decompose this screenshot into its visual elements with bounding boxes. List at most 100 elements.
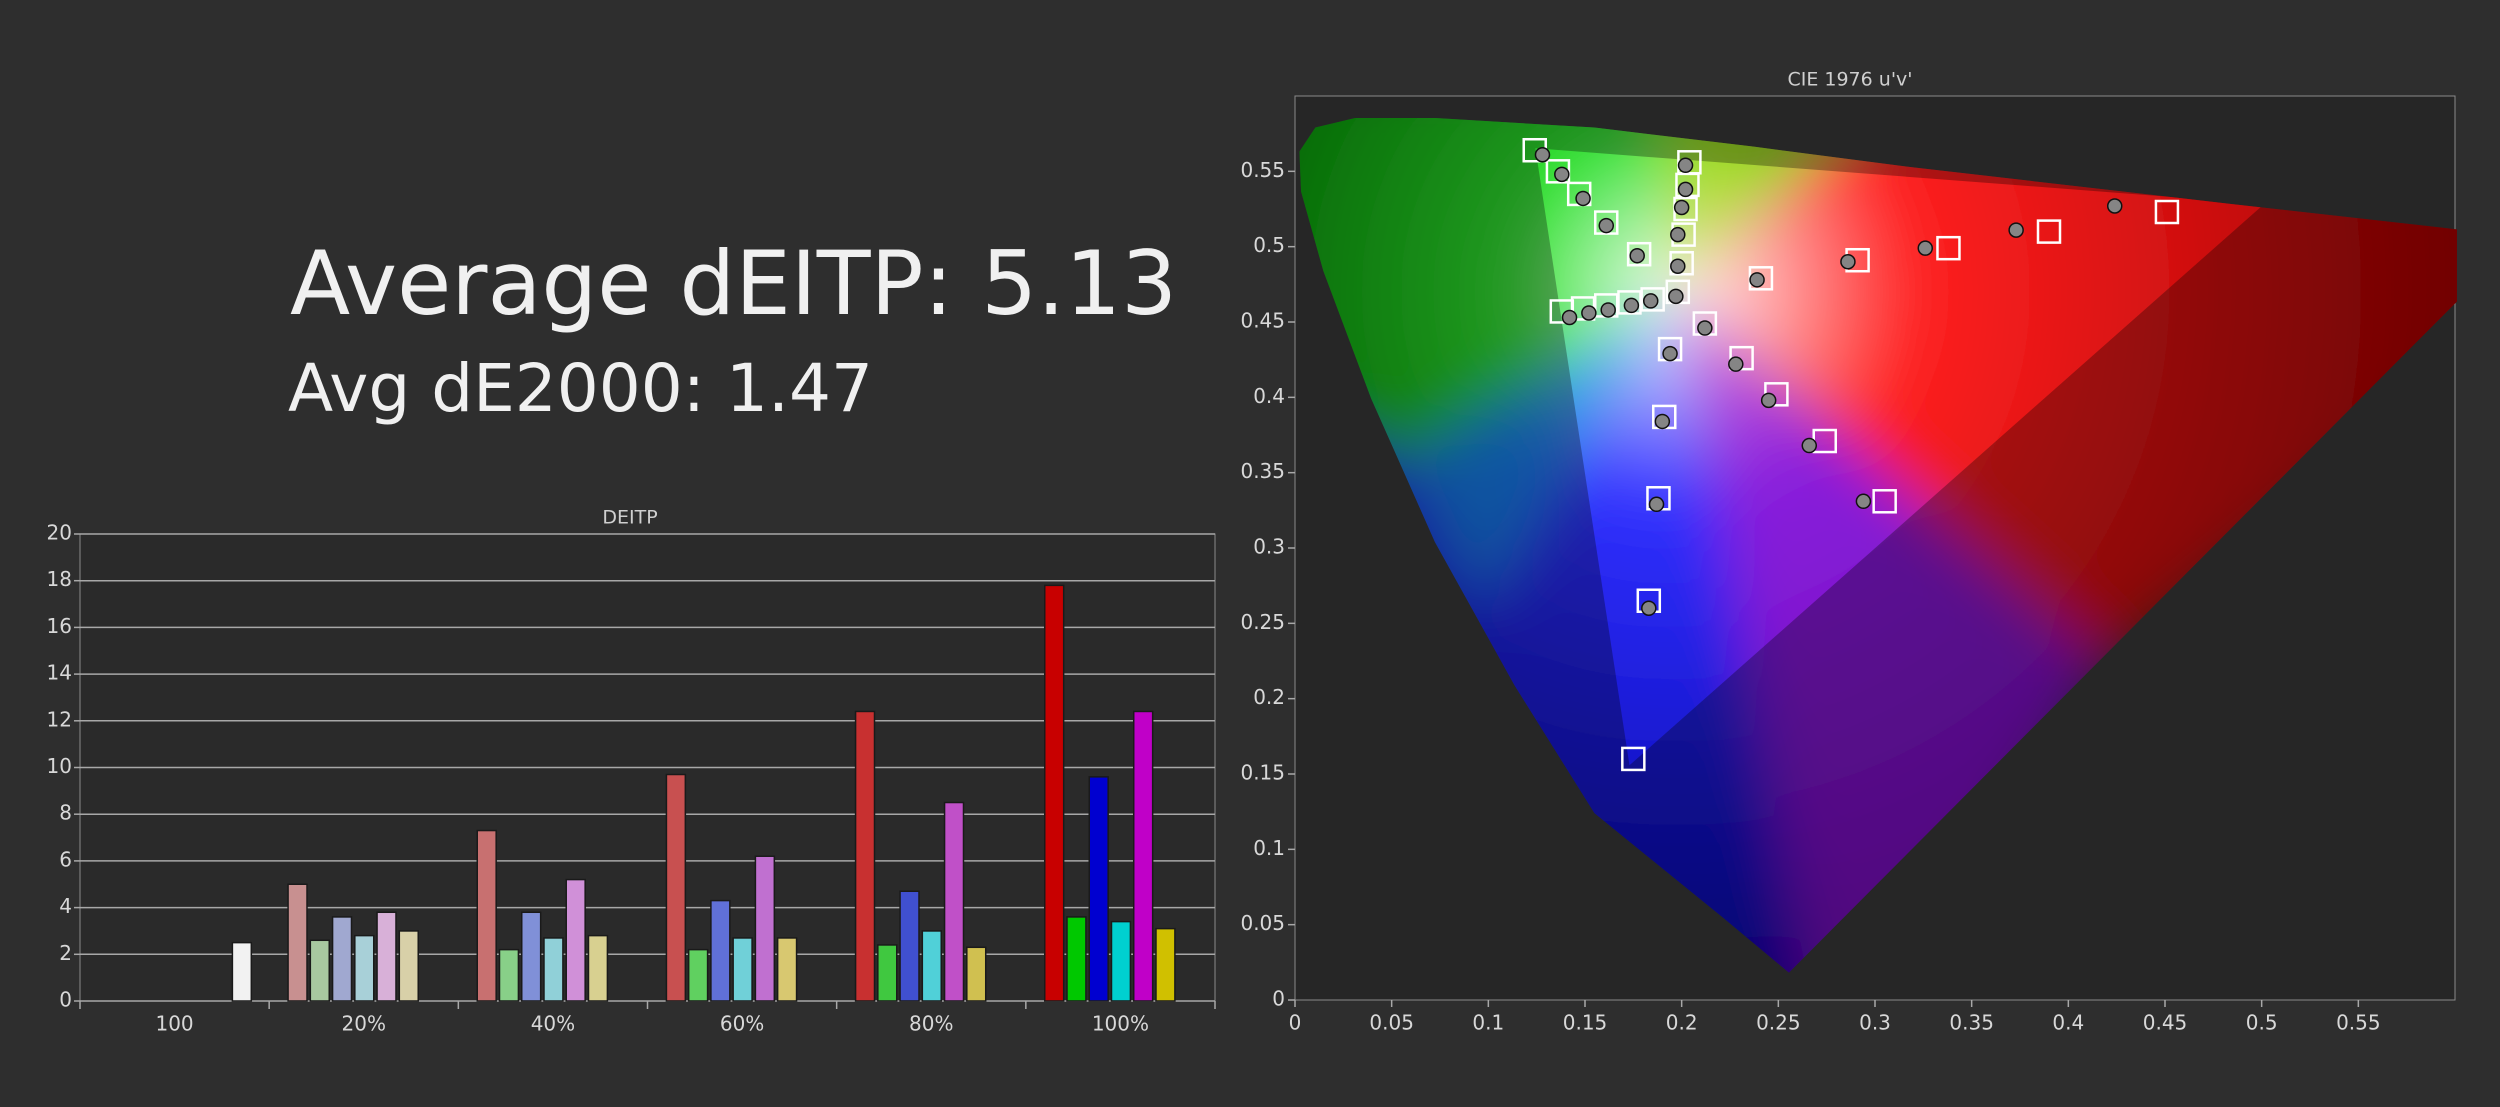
target-point — [2154, 199, 2180, 225]
measured-point — [1662, 345, 1678, 362]
x-tick-label: 20% — [342, 1012, 386, 1036]
measured-point — [1648, 496, 1665, 513]
y-tick-label: 0.3 — [1253, 535, 1285, 559]
measured-point — [1677, 157, 1694, 174]
measured-point — [1670, 226, 1686, 243]
measured-point — [1641, 600, 1657, 617]
y-tick-label: 2 — [59, 941, 72, 965]
bar — [1066, 916, 1087, 1002]
target-point — [2036, 219, 2062, 244]
x-tick-label: 0.35 — [1949, 1011, 1994, 1035]
bar — [520, 911, 542, 1002]
measured-point — [1749, 272, 1765, 288]
measured-point — [2106, 198, 2123, 214]
bar — [921, 930, 942, 1002]
bar — [687, 948, 709, 1002]
y-tick-label: 0 — [1272, 987, 1285, 1011]
bar — [966, 946, 987, 1002]
y-tick-label: 0.45 — [1240, 309, 1285, 333]
y-tick-label: 0.15 — [1240, 761, 1285, 785]
bar — [665, 773, 687, 1002]
y-tick-label: 20 — [47, 521, 72, 545]
x-tick-label: 0.4 — [2052, 1011, 2084, 1035]
measured-point — [1561, 309, 1578, 326]
bar — [710, 899, 731, 1002]
avg-de2000: Avg dE2000: 1.47 — [288, 350, 873, 427]
x-tick-label: 100 — [155, 1012, 193, 1036]
measured-point — [1534, 147, 1551, 163]
average-deitp: Average dEITP: 5.13 — [290, 232, 1177, 335]
measured-point — [1917, 240, 1934, 256]
cie-chart-title: CIE 1976 u'v' — [1787, 69, 1912, 91]
bar — [309, 939, 330, 1002]
measured-point — [1575, 190, 1591, 207]
y-tick-label: 0.35 — [1240, 459, 1285, 483]
bar — [1088, 776, 1109, 1002]
bar — [1132, 710, 1154, 1002]
y-tick-label: 0.1 — [1253, 836, 1285, 860]
target-point — [1640, 287, 1665, 312]
x-tick-label: 0.5 — [2246, 1011, 2278, 1035]
x-tick-label: 0.3 — [1859, 1011, 1891, 1035]
measured-point — [1600, 302, 1616, 318]
measured-point — [1801, 437, 1818, 454]
target-point — [1872, 489, 1897, 514]
measured-point — [1855, 493, 1872, 510]
target-point — [1594, 210, 1619, 235]
y-tick-label: 14 — [47, 661, 72, 685]
x-tick-label: 60% — [720, 1012, 764, 1036]
y-tick-label: 0.2 — [1253, 685, 1285, 709]
x-tick-label: 0 — [1289, 1011, 1302, 1035]
y-tick-label: 12 — [47, 707, 72, 731]
x-tick-label: 0.45 — [2143, 1011, 2188, 1035]
bar — [1110, 920, 1132, 1002]
bar — [543, 937, 564, 1002]
y-tick-label: 8 — [59, 801, 72, 825]
bar — [565, 878, 586, 1002]
measured-point — [1668, 288, 1684, 305]
measured-point — [1673, 199, 1690, 216]
target-point — [1936, 235, 1961, 261]
measured-point — [1598, 217, 1615, 234]
x-tick-label: 0.05 — [1369, 1011, 1414, 1035]
bar — [776, 937, 798, 1002]
bar — [754, 855, 776, 1002]
bar — [331, 916, 353, 1002]
y-tick-label: 6 — [59, 847, 72, 871]
y-tick-label: 0.4 — [1253, 384, 1285, 408]
x-tick-label: 0.2 — [1666, 1011, 1698, 1035]
bar — [899, 890, 920, 1002]
bar — [1155, 927, 1176, 1002]
marks: 0 2 4 6 8 10 12 14 16 18 20 100 20% 40% 60% 80% 100% 0 0.0… — [47, 137, 2381, 1036]
measured-point — [1760, 392, 1777, 409]
measured-point — [1728, 356, 1744, 372]
x-tick-label: 0.1 — [1472, 1011, 1504, 1035]
bar — [476, 829, 497, 1002]
y-tick-label: 0.05 — [1240, 911, 1285, 935]
bar — [354, 934, 375, 1002]
x-tick-label: 40% — [531, 1012, 575, 1036]
bar — [877, 944, 898, 1002]
bar — [231, 941, 253, 1002]
bar — [398, 930, 419, 1002]
y-tick-label: 16 — [47, 614, 72, 638]
x-tick-label: 100% — [1092, 1012, 1149, 1036]
bar — [287, 883, 308, 1002]
bar — [498, 948, 520, 1002]
measured-point — [2008, 222, 2024, 238]
measured-point — [1581, 305, 1597, 321]
bar — [943, 801, 965, 1002]
y-tick-label: 0.55 — [1240, 158, 1285, 182]
y-tick-label: 10 — [47, 754, 72, 778]
y-tick-label: 18 — [47, 567, 72, 591]
measured-point — [1670, 258, 1686, 275]
y-tick-label: 0 — [59, 988, 72, 1012]
bar — [376, 911, 397, 1002]
measured-point — [1697, 320, 1713, 336]
x-tick-label: 80% — [909, 1012, 953, 1036]
bar — [1044, 584, 1065, 1002]
measured-point — [1642, 293, 1659, 309]
y-tick-label: 4 — [59, 894, 72, 918]
x-tick-label: 0.15 — [1563, 1011, 1608, 1035]
measured-point — [1623, 297, 1640, 314]
